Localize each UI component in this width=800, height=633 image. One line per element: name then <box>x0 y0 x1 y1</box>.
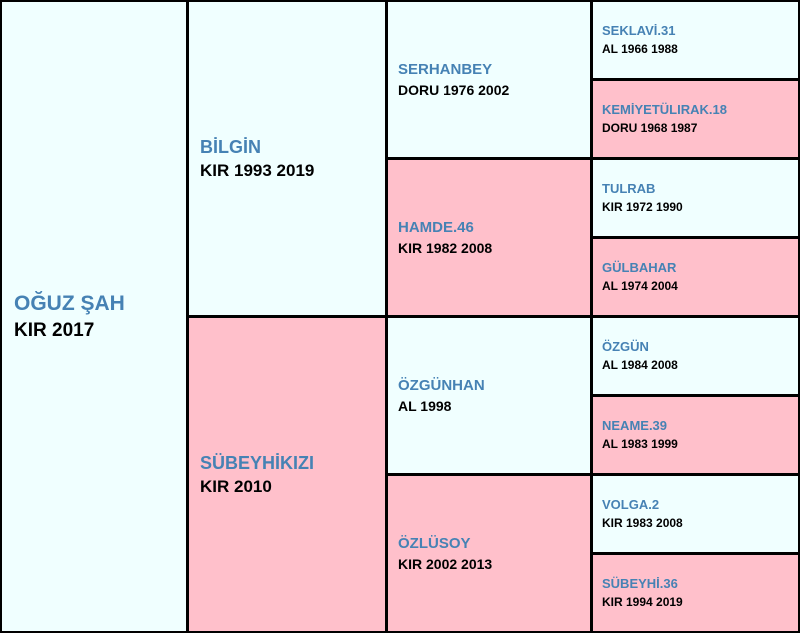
ggp-info: KIR 1972 1990 <box>602 200 683 214</box>
dam-name: SÜBEYHİKIZI <box>200 453 315 473</box>
great-grandparent-7[interactable]: VOLGA.2 KIR 1983 2008 <box>593 476 798 552</box>
ggp-name: NEAME.39 <box>602 418 668 433</box>
ggp-name: KEMİYETÜLIRAK.18 <box>602 102 727 117</box>
sire-dam-name: HAMDE.46 <box>398 218 474 236</box>
great-grandparent-8[interactable]: SÜBEYHİ.36 KIR 1994 2019 <box>593 555 798 631</box>
ggp-info: DORU 1968 1987 <box>602 121 698 135</box>
great-grandparent-6[interactable]: NEAME.39 AL 1983 1999 <box>593 397 798 473</box>
subject-horse[interactable]: OĞUZ ŞAH KIR 2017 <box>2 2 186 631</box>
ggp-info: AL 1974 2004 <box>602 279 678 293</box>
ggp-name: VOLGA.2 <box>602 497 660 512</box>
sire-info: KIR 1993 2019 <box>200 161 315 180</box>
dam-sire[interactable]: ÖZGÜNHAN AL 1998 <box>388 318 590 473</box>
great-grandparent-4[interactable]: GÜLBAHAR AL 1974 2004 <box>593 239 798 315</box>
dam-dam[interactable]: ÖZLÜSOY KIR 2002 2013 <box>388 476 590 631</box>
great-grandparent-5[interactable]: ÖZGÜN AL 1984 2008 <box>593 318 798 394</box>
sire[interactable]: BİLGİN KIR 1993 2019 <box>189 2 385 315</box>
dam-dam-name: ÖZLÜSOY <box>398 534 471 552</box>
dam-dam-info: KIR 2002 2013 <box>398 555 493 572</box>
sire-sire-info: DORU 1976 2002 <box>398 81 510 98</box>
ggp-info: AL 1983 1999 <box>602 437 678 451</box>
ggp-name: TULRAB <box>602 181 656 196</box>
ggp-name: ÖZGÜN <box>602 339 649 354</box>
ggp-info: KIR 1994 2019 <box>602 595 683 609</box>
dam-info: KIR 2010 <box>200 477 272 496</box>
sire-dam-info: KIR 1982 2008 <box>398 239 493 256</box>
great-grandparent-3[interactable]: TULRAB KIR 1972 1990 <box>593 160 798 236</box>
sire-sire-name: SERHANBEY <box>398 60 493 78</box>
dam[interactable]: SÜBEYHİKIZI KIR 2010 <box>189 318 385 631</box>
great-grandparent-2[interactable]: KEMİYETÜLIRAK.18 DORU 1968 1987 <box>593 81 798 157</box>
great-grandparent-1[interactable]: SEKLAVİ.31 AL 1966 1988 <box>593 2 798 78</box>
ggp-name: GÜLBAHAR <box>602 260 677 275</box>
sire-sire[interactable]: SERHANBEY DORU 1976 2002 <box>388 2 590 157</box>
ggp-info: AL 1984 2008 <box>602 358 678 372</box>
ggp-name: SÜBEYHİ.36 <box>602 576 678 591</box>
ggp-info: AL 1966 1988 <box>602 42 678 56</box>
sire-dam[interactable]: HAMDE.46 KIR 1982 2008 <box>388 160 590 315</box>
subject-name: OĞUZ ŞAH <box>14 291 125 315</box>
dam-sire-name: ÖZGÜNHAN <box>398 376 485 394</box>
subject-info: KIR 2017 <box>14 319 95 341</box>
sire-name: BİLGİN <box>200 137 261 157</box>
dam-sire-info: AL 1998 <box>398 397 452 414</box>
ggp-info: KIR 1983 2008 <box>602 516 683 530</box>
ggp-name: SEKLAVİ.31 <box>602 23 676 38</box>
